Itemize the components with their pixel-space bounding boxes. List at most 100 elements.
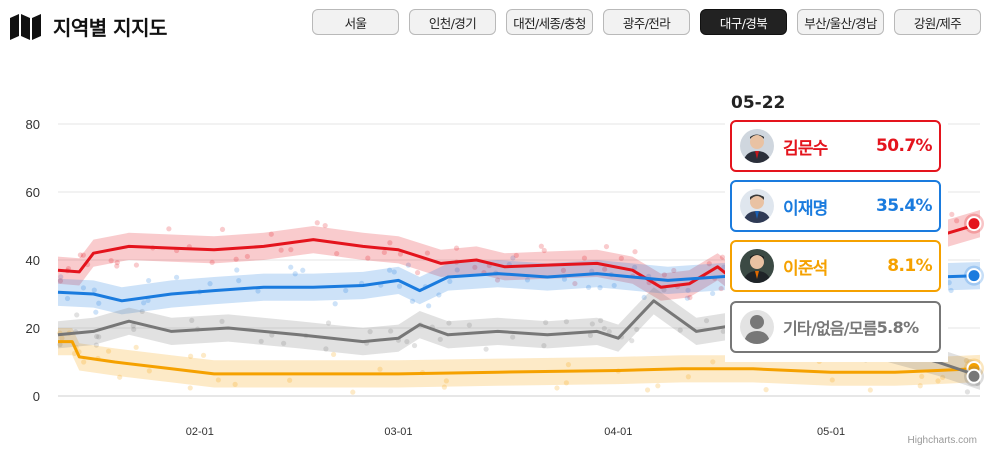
poll-dot [560,267,567,273]
poll-dot [424,250,431,256]
poll-dot [685,287,691,293]
poll-dot [64,295,71,302]
poll-dot [388,328,394,334]
poll-dot [105,348,112,354]
poll-dot [405,262,411,268]
poll-dot [233,256,239,262]
candidate-name: 이준석 [783,258,828,279]
poll-dot [706,261,712,267]
region-tab[interactable]: 서울 [312,9,399,35]
poll-dot [426,303,432,309]
candidate-value: 8.1% [887,256,932,276]
region-tab[interactable]: 인천/경기 [409,9,496,35]
poll-dot [720,328,726,334]
header: 지역별 지지도 서울 인천/경기 대전/세종/충청 광주/전라 대구/경북 부산/울산/경… [0,0,991,52]
region-tab[interactable]: 강원/제주 [894,9,981,35]
candidate-value: 5.8% [876,317,920,337]
poll-dot [541,247,547,254]
poll-dot [131,326,137,332]
poll-dot [524,277,531,283]
chart-tooltip: 05-22 김문수 50.7% 이재명 35.4% 이준석 8.1% 기타/없음/모름 5.8… [725,92,948,362]
poll-dot [718,285,724,292]
poll-dot [236,278,242,284]
poll-dot [219,226,226,233]
poll-dot [258,338,264,344]
poll-dot [145,297,151,304]
poll-dot [367,329,373,335]
poll-dot [472,264,478,270]
title-block: 지역별 지지도 [9,12,167,41]
poll-dot [513,252,519,259]
poll-dot [684,295,690,301]
map-icon [10,13,41,40]
poll-dot [510,334,516,340]
poll-dot [411,342,418,349]
poll-dot [661,272,667,278]
poll-dot [963,358,970,364]
poll-dot [57,278,64,284]
poll-dot [59,335,65,341]
poll-dot [661,287,667,293]
x-tick-label: 02-01 [186,426,214,438]
poll-dot [391,269,397,275]
poll-dot [964,389,971,395]
poll-dot [323,346,329,352]
poll-dot [935,378,941,384]
poll-dot [141,300,147,306]
poll-dot [763,387,769,393]
region-tab[interactable]: 부산/울산/경남 [797,9,884,35]
region-tab[interactable]: 대전/세종/충청 [506,9,593,35]
poll-dot [409,298,416,304]
x-tick-label: 03-01 [384,426,412,438]
poll-dot [919,373,925,380]
tooltip-card: 기타/없음/모름 5.8% [730,301,941,353]
poll-dot [703,318,710,324]
poll-dot [538,243,544,249]
poll-dot [917,383,923,389]
region-tab[interactable]: 광주/전라 [603,9,690,35]
poll-dot [414,270,421,276]
poll-dot [510,255,516,261]
end-point-marker [966,216,982,232]
region-tab[interactable]: 대구/경북 [700,9,787,35]
poll-dot [80,285,87,291]
poll-dot [441,384,447,390]
poll-dot [641,294,647,301]
x-tick-label: 04-01 [604,426,632,438]
poll-dot [466,322,472,328]
poll-dot [598,317,604,324]
poll-dot [606,329,612,335]
poll-dot [200,352,207,358]
poll-dot [541,343,547,349]
poll-dot [494,277,501,283]
poll-dot [377,366,383,372]
poll-dot [867,387,873,393]
candidate-avatar [740,249,774,283]
y-tick-label: 20 [26,321,40,336]
poll-dot [77,252,83,258]
poll-dot [325,320,332,326]
poll-dot [81,359,87,365]
poll-dot [187,385,193,391]
poll-dot [146,277,152,284]
poll-dot [949,211,955,217]
poll-dot [483,346,489,352]
poll-dot [597,285,603,291]
candidate-avatar [740,189,774,223]
poll-dot [940,374,946,380]
highcharts-credit[interactable]: Highcharts.com [907,435,977,446]
poll-dot [687,294,693,301]
poll-dot [334,250,340,257]
poll-dot [209,259,215,266]
poll-dot [146,368,152,374]
poll-dot [443,378,449,384]
poll-dot [91,287,97,293]
poll-dot [561,276,568,282]
poll-dot [397,251,404,257]
poll-dot [114,263,120,269]
candidate-value: 50.7% [876,136,933,156]
poll-dot [436,292,442,298]
poll-dot [618,255,624,261]
poll-dot [554,385,560,391]
region-tabs: 서울 인천/경기 대전/세종/충청 광주/전라 대구/경북 부산/울산/경남 강원/제주 [312,9,981,35]
